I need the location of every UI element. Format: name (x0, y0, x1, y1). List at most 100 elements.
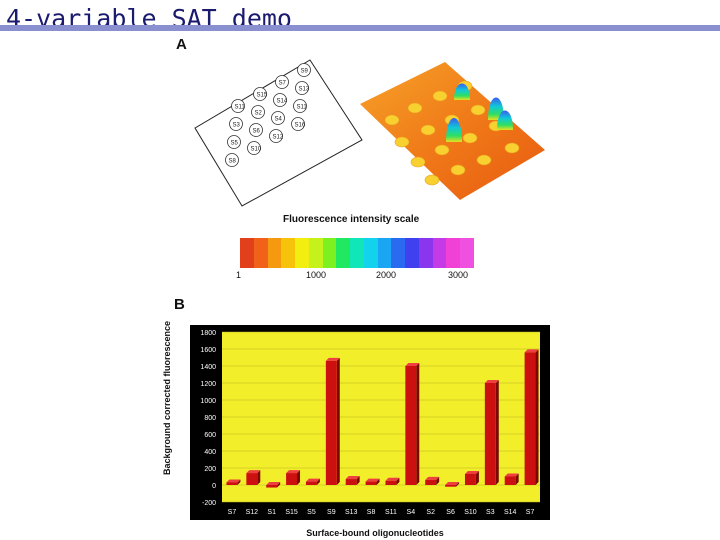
bar-top (425, 476, 440, 480)
surface-bump (407, 102, 423, 114)
spot-label: S4 (275, 117, 283, 123)
spot-circle (297, 63, 311, 77)
x-tick-label: S8 (367, 509, 376, 516)
spot-circle (251, 105, 265, 119)
bar-side (416, 363, 420, 485)
x-tick-label: S2 (426, 509, 435, 516)
surface-bump (384, 114, 400, 126)
spot-label: S15 (257, 93, 268, 99)
bar-side (475, 470, 479, 485)
bar-side (535, 349, 539, 485)
spot-circle (295, 81, 309, 95)
bar (425, 479, 437, 485)
bar-side (297, 470, 301, 485)
bar-side (436, 476, 440, 485)
bar-top (305, 478, 320, 482)
bar-top (266, 482, 281, 485)
bar (524, 352, 536, 485)
y-tick-label: 400 (204, 449, 216, 456)
x-tick-label: S5 (307, 509, 316, 516)
scale-swatch (405, 238, 419, 268)
x-tick-label: S3 (486, 509, 495, 516)
y-tick-label: 800 (204, 415, 216, 422)
surface-peak (454, 83, 470, 100)
scale-tick-2000: 2000 (376, 270, 397, 280)
scale-tick-1000: 1000 (306, 270, 327, 280)
bar-top (226, 479, 241, 483)
scale-swatch (350, 238, 364, 268)
bar-side (316, 478, 320, 485)
x-tick-label: S12 (246, 509, 259, 516)
spot-label: S8 (229, 159, 237, 165)
scale-swatch (281, 238, 296, 268)
x-tick-label: S7 (526, 509, 535, 516)
spot-circle (273, 93, 287, 107)
y-tick-label: 1800 (200, 330, 216, 337)
bar-top (524, 349, 539, 353)
spot-label: S10 (251, 147, 262, 153)
scale-swatch (391, 238, 406, 268)
scale-swatch (363, 238, 378, 268)
spot-circle (275, 75, 289, 89)
surface-peak (488, 97, 504, 120)
bar-top (365, 478, 380, 482)
bar-side (356, 476, 360, 485)
x-tick-label: S6 (446, 509, 455, 516)
spot-label: S2 (255, 111, 263, 117)
surface-bump (476, 154, 492, 166)
scale-title: Fluorescence intensity scale (283, 214, 420, 225)
spot-circle (247, 141, 261, 155)
y-tick-label: -200 (202, 500, 216, 507)
panel-a-label: A (176, 36, 187, 53)
bar-side (456, 482, 460, 487)
surface-bump (432, 90, 448, 102)
surface-bump (434, 144, 450, 156)
x-tick-label: S7 (228, 509, 237, 516)
surface-bump (424, 174, 440, 186)
y-tick-label: 600 (204, 432, 216, 439)
scale-swatch (446, 238, 461, 268)
x-axis-label: Surface-bound oligonucleotides (306, 528, 444, 538)
x-tick-label: S10 (464, 509, 477, 516)
scale-swatch (336, 238, 351, 268)
bar-chart: -200 0 200 400 600 800 1000 1200 1400 1600 1800 S7… (162, 320, 550, 538)
bar-top (464, 470, 479, 474)
surface-peak (497, 110, 513, 130)
x-tick-label: S1 (267, 509, 276, 516)
bar-top (325, 357, 340, 361)
scale-swatch (418, 238, 433, 268)
spot-circle (249, 123, 263, 137)
y-tick-label: 1000 (200, 398, 216, 405)
panel-b-label: B (174, 296, 185, 313)
scale-tick-3000: 3000 (448, 270, 469, 280)
bar (464, 473, 476, 485)
spot-label: S11 (297, 105, 308, 111)
surface-bump (410, 156, 426, 168)
x-tick-label: S9 (327, 509, 336, 516)
scale-swatch (253, 238, 268, 268)
y-tick-label: 1200 (200, 381, 216, 388)
surface-bump (450, 164, 466, 176)
spot-circle (271, 111, 285, 125)
spot-label: S6 (253, 129, 261, 135)
x-tick-label: S11 (385, 509, 397, 516)
bar-side (396, 477, 400, 485)
bar-top (286, 470, 301, 474)
y-tick-label: 0 (212, 483, 216, 490)
title-underline (0, 25, 720, 31)
bar (286, 473, 298, 485)
spot-label: S12 (273, 135, 284, 141)
spot-label: S3 (233, 123, 241, 129)
x-tick-label: S15 (285, 509, 298, 516)
spot-circle (229, 117, 243, 131)
bar-top (504, 473, 519, 477)
bar (266, 485, 278, 488)
scale-swatch (308, 238, 323, 268)
y-tick-label: 1600 (200, 347, 216, 354)
bar-side (336, 357, 340, 485)
spot-label: S16 (295, 123, 306, 129)
scale-tick-1: 1 (236, 270, 242, 280)
bar (445, 485, 457, 487)
bar (345, 479, 357, 485)
